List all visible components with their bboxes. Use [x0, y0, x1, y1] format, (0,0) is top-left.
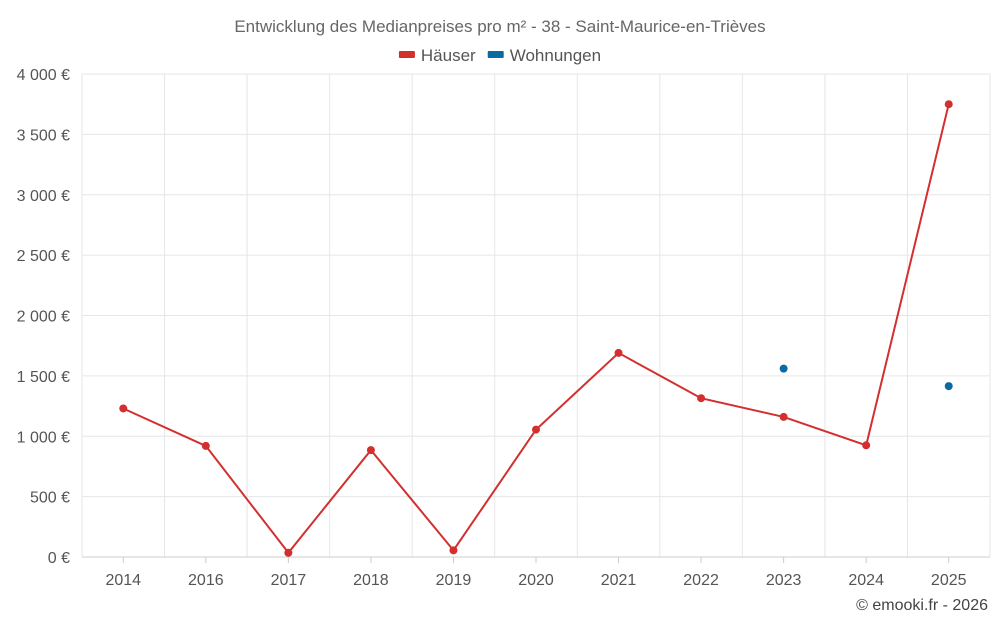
- y-tick-label: 4 000 €: [17, 67, 70, 84]
- series-0-point: [697, 394, 706, 403]
- x-tick-label: 2020: [518, 572, 554, 589]
- series-0-point: [614, 348, 623, 357]
- y-tick-label: 0 €: [48, 550, 70, 567]
- x-tick-label: 2014: [105, 572, 141, 589]
- x-tick-label: 2022: [683, 572, 719, 589]
- series-0-point: [862, 441, 871, 450]
- x-axis: 2014 2016 2017 2018 2019 2020 2021 2022 2023 2024…: [82, 556, 990, 589]
- series-0-point: [119, 404, 128, 413]
- chart-legend: Häuser Wohnungen: [398, 46, 601, 65]
- x-tick-label: 2021: [601, 572, 637, 589]
- legend-swatch: [398, 51, 415, 58]
- legend-label: Häuser: [421, 46, 476, 65]
- legend-item: Häuser: [398, 46, 476, 65]
- x-tick-label: 2023: [766, 572, 802, 589]
- x-tick-label: 2017: [271, 572, 307, 589]
- chart-title: Entwicklung des Medianpreises pro m² - 3…: [234, 17, 765, 36]
- y-tick-label: 3 500 €: [17, 127, 70, 144]
- series-0-point: [284, 548, 293, 557]
- x-tick-label: 2016: [188, 572, 224, 589]
- y-axis: 0 € 500 € 1 000 € 1 500 € 2 000 € 2 500 € 3 00…: [17, 67, 70, 567]
- x-tick-label: 2024: [848, 572, 884, 589]
- x-tick-label: 2025: [931, 572, 967, 589]
- legend-label: Wohnungen: [510, 46, 601, 65]
- series-1-point: [944, 382, 953, 391]
- chart-grid: [81, 73, 991, 557]
- x-tick-label: 2019: [436, 572, 472, 589]
- series-0-point: [779, 412, 788, 421]
- series-0-point: [449, 546, 458, 555]
- x-tick-label: 2018: [353, 572, 389, 589]
- y-tick-label: 500 €: [30, 490, 70, 507]
- y-tick-label: 2 000 €: [17, 309, 70, 326]
- series-1-point: [779, 364, 788, 373]
- series-0-point: [201, 441, 210, 450]
- series-0-point: [944, 100, 953, 109]
- plot-area: [119, 100, 953, 557]
- y-tick-label: 1 500 €: [17, 369, 70, 386]
- series-0-point: [366, 446, 375, 455]
- credit-text: © emooki.fr - 2026: [856, 597, 988, 614]
- legend-item: Wohnungen: [487, 46, 601, 65]
- y-tick-label: 3 000 €: [17, 188, 70, 205]
- y-tick-label: 1 000 €: [17, 429, 70, 446]
- y-tick-label: 2 500 €: [17, 248, 70, 265]
- legend-swatch: [487, 51, 504, 58]
- series-0-point: [532, 425, 540, 434]
